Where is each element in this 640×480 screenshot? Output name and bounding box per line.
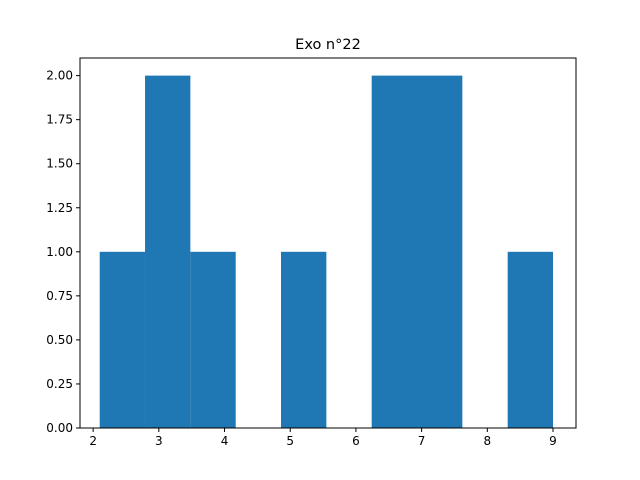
- x-axis: 2 3 4 5 6 7 8 9: [89, 428, 557, 448]
- y-tick-label-3: 0.75: [46, 289, 73, 303]
- bar-1: [145, 75, 191, 428]
- x-tick-label-4: 6: [352, 434, 360, 448]
- x-tick-label-1: 3: [155, 434, 163, 448]
- x-tick-label-7: 9: [549, 434, 557, 448]
- y-tick-label-8: 2.00: [46, 69, 73, 83]
- x-tick-label-5: 7: [418, 434, 426, 448]
- plot-frame: [79, 57, 577, 429]
- y-tick-label-0: 0.00: [46, 421, 73, 435]
- chart-title: Exo n°22: [295, 37, 361, 53]
- y-tick-label-4: 1.00: [46, 245, 73, 259]
- bars-group: [99, 75, 554, 428]
- bar-4: [281, 251, 327, 428]
- x-tick-label-6: 8: [483, 434, 491, 448]
- y-tick-label-6: 1.50: [46, 157, 73, 171]
- x-tick-label-0: 2: [89, 434, 97, 448]
- bar-0: [99, 251, 146, 428]
- y-tick-label-1: 0.25: [46, 377, 73, 391]
- y-tick-label-5: 1.25: [46, 201, 73, 215]
- x-tick-label-3: 5: [286, 434, 294, 448]
- bar-2: [190, 251, 236, 428]
- bar-9: [507, 251, 554, 428]
- bar-6: [371, 75, 418, 428]
- x-tick-label-2: 4: [221, 434, 229, 448]
- y-axis: 0.00 0.25 0.50 0.75 1.00 1.25 1.50 1.75 2.00: [46, 69, 80, 435]
- y-tick-label-7: 1.75: [46, 113, 73, 127]
- y-tick-label-2: 0.50: [46, 333, 73, 347]
- bar-7: [417, 75, 463, 428]
